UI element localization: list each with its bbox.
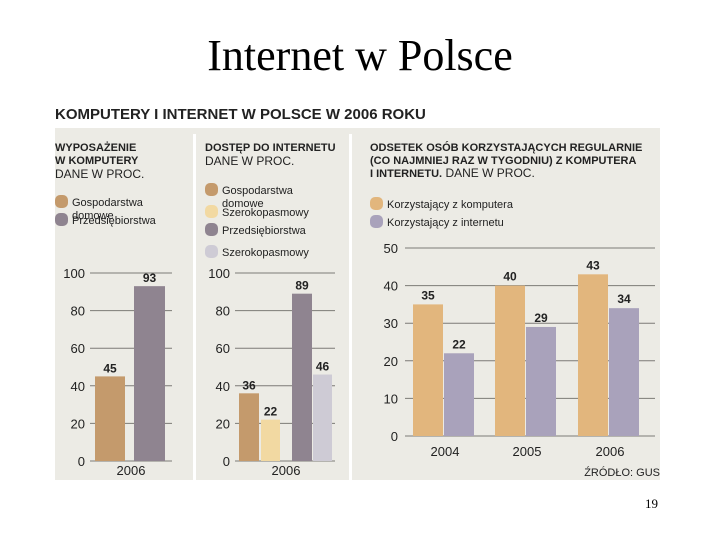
panel-divider (193, 134, 196, 480)
chart-title: ODSETEK OSÓB KORZYSTAJĄCYCH REGULARNIE (370, 141, 642, 154)
chart-title: I INTERNETU. DANE W PROC. (370, 166, 535, 180)
chart-subtitle: DANE W PROC. (442, 166, 535, 180)
chart-subtitle: DANE W PROC. (205, 154, 294, 168)
chart-subtitle: DANE W PROC. (55, 167, 144, 181)
bar (526, 326, 556, 436)
bar (495, 285, 525, 436)
infographic-title: KOMPUTERY I INTERNET W POLSCE W 2006 ROK… (55, 106, 426, 123)
category-label: 2006 (117, 463, 146, 478)
y-tick-label: 80 (71, 304, 85, 319)
legend-label: Szerokopasmowy (222, 247, 309, 259)
data-label: 36 (242, 378, 256, 392)
legend-swatch (370, 197, 383, 210)
legend-label: Przedsiębiorstwa (72, 215, 157, 227)
panel-divider (349, 134, 352, 480)
bar (578, 274, 608, 436)
infographic: KOMPUTERY I INTERNET W POLSCE W 2006 ROK… (55, 98, 660, 480)
page-number: 19 (645, 496, 658, 511)
legend-label: Szerokopasmowy (222, 207, 309, 219)
category-label: 2006 (596, 444, 625, 459)
y-tick-label: 20 (384, 354, 398, 369)
y-tick-label: 100 (63, 266, 85, 281)
y-tick-label: 60 (216, 341, 230, 356)
chart-title: WYPOSAŻENIE (55, 141, 136, 154)
legend-swatch (55, 213, 68, 226)
data-label: 40 (503, 270, 517, 284)
legend-label: Korzystający z komputera (387, 199, 514, 211)
chart-title: (CO NAJMNIEJ RAZ W TYGODNIU) Z KOMPUTERA (370, 155, 636, 167)
bar (239, 393, 259, 461)
data-label: 89 (295, 279, 309, 293)
legend-swatch (370, 215, 383, 228)
source-note: ŹRÓDŁO: GUS (584, 466, 660, 479)
data-label: 34 (617, 292, 631, 306)
legend-swatch (205, 205, 218, 218)
data-label: 45 (103, 361, 117, 375)
legend-swatch (55, 195, 68, 208)
y-tick-label: 0 (223, 454, 230, 469)
category-label: 2005 (513, 444, 542, 459)
bar (261, 419, 280, 461)
legend-label: Korzystający z internetu (387, 217, 504, 229)
chart-title: DOSTĘP DO INTERNETU (205, 142, 336, 154)
infographic-header-band (55, 98, 660, 128)
slide-title: Internet w Polsce (207, 31, 513, 80)
y-tick-label: 0 (391, 429, 398, 444)
infographic-svg: KOMPUTERY I INTERNET W POLSCE W 2006 ROK… (55, 98, 660, 480)
legend-label: domowe (72, 210, 114, 222)
y-tick-label: 100 (208, 266, 230, 281)
data-label: 22 (452, 337, 466, 351)
chart-title: W KOMPUTERY (55, 155, 139, 167)
y-tick-label: 40 (384, 279, 398, 294)
y-tick-label: 50 (384, 241, 398, 256)
legend-swatch (205, 183, 218, 196)
data-label: 22 (264, 405, 278, 419)
data-label: 35 (421, 288, 435, 302)
data-label: 43 (586, 258, 600, 272)
legend-label: Gospodarstwa (72, 197, 144, 209)
y-tick-label: 10 (384, 391, 398, 406)
bar (413, 304, 443, 436)
y-tick-label: 20 (216, 416, 230, 431)
legend-swatch (205, 245, 218, 258)
legend-swatch (205, 223, 218, 236)
y-tick-label: 20 (71, 416, 85, 431)
legend-label: Przedsiębiorstwa (222, 225, 307, 237)
category-label: 2006 (272, 463, 301, 478)
bar (95, 376, 125, 461)
bar (313, 374, 332, 461)
data-label: 29 (534, 311, 548, 325)
y-tick-label: 60 (71, 341, 85, 356)
bar (292, 293, 312, 461)
bar (444, 353, 474, 436)
data-label: 93 (143, 271, 157, 285)
bar (609, 308, 639, 436)
data-label: 46 (316, 360, 330, 374)
y-tick-label: 80 (216, 304, 230, 319)
bar (134, 286, 165, 461)
y-tick-label: 0 (78, 454, 85, 469)
category-label: 2004 (431, 444, 460, 459)
y-tick-label: 30 (384, 316, 398, 331)
legend-label: domowe (222, 198, 264, 210)
y-tick-label: 40 (71, 379, 85, 394)
legend-label: Gospodarstwa (222, 185, 294, 197)
y-tick-label: 40 (216, 379, 230, 394)
